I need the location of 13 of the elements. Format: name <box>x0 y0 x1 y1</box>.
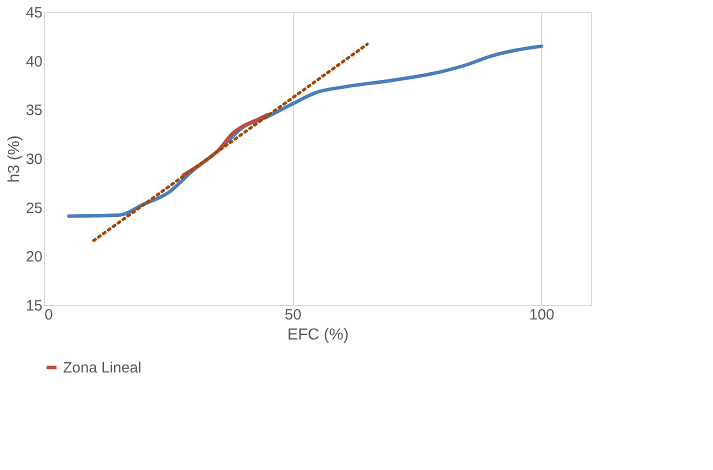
y-tick-label: 25 <box>26 200 42 217</box>
y-tick-label: 15 <box>26 298 42 314</box>
y-axis-title: h3 (%) <box>6 135 23 183</box>
y-tick-label: 35 <box>26 102 42 120</box>
y-tick-label: 40 <box>26 53 42 70</box>
x-tick-label: 0 <box>44 306 53 324</box>
x-axis-title: EFC (%) <box>287 326 349 344</box>
y-tick-label: 30 <box>26 151 42 168</box>
legend-label: Zona Lineal <box>63 360 142 376</box>
x-tick-label: 50 <box>284 306 302 324</box>
y-tick-label: 20 <box>26 248 42 266</box>
y-tick-label: 45 <box>26 4 42 22</box>
x-tick-label: 100 <box>529 306 554 324</box>
